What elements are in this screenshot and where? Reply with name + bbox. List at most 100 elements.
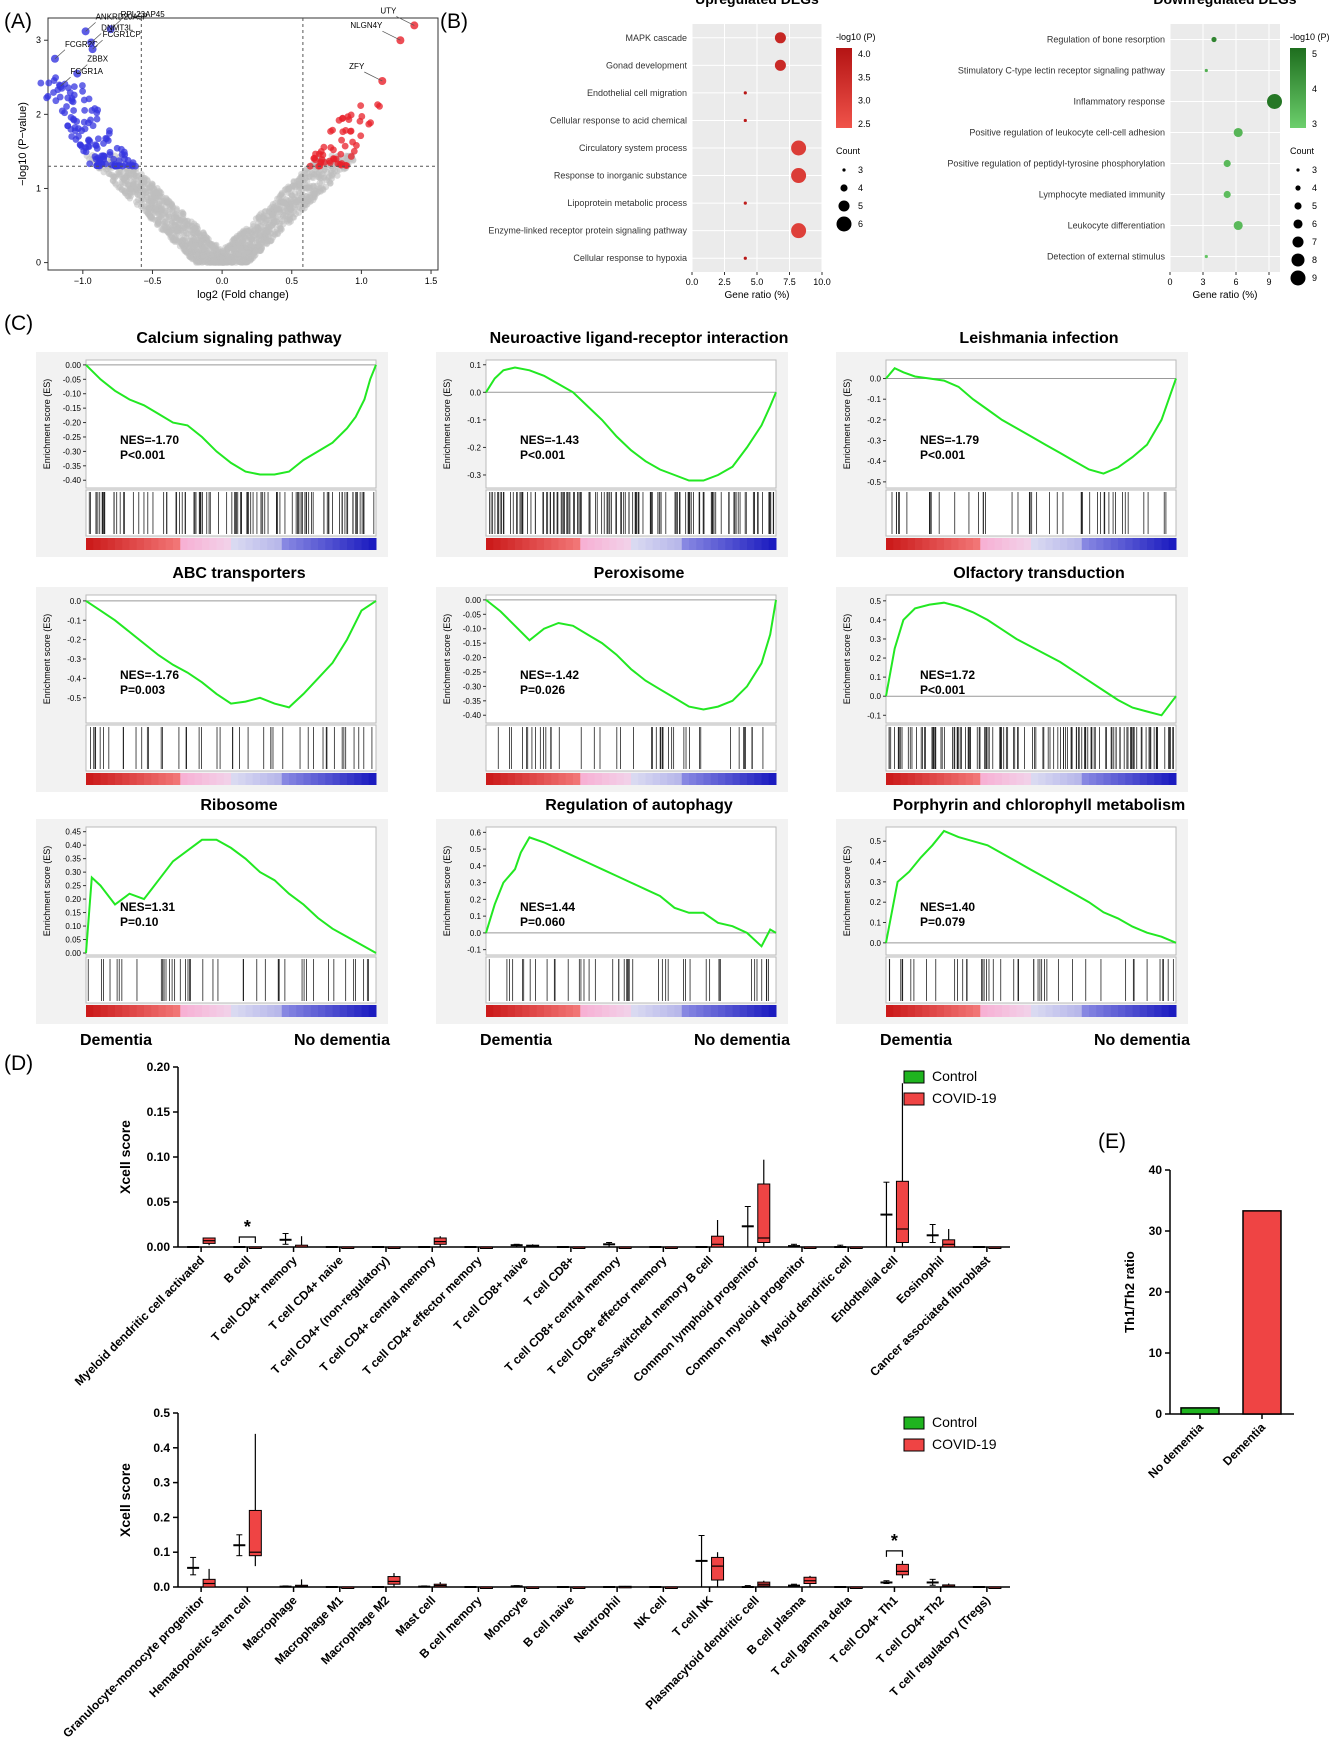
ns-point (155, 213, 163, 221)
legend-control-swatch (903, 1416, 925, 1430)
ns-point (138, 174, 145, 182)
es-plot-area (85, 359, 377, 489)
down-point (124, 157, 132, 164)
rank-bar-segment (951, 773, 959, 785)
y-tick-label: 0.0 (70, 597, 82, 606)
rank-bar-segment (303, 1005, 312, 1017)
rank-bar-segment (631, 1005, 639, 1017)
rank-bar-segment (1052, 773, 1061, 785)
y-tick-label: -0.2 (467, 443, 481, 452)
rank-bar-segment (573, 538, 581, 550)
rank-bar-segment (296, 773, 304, 785)
up-point (338, 136, 345, 144)
down-point (85, 95, 93, 103)
y-tick-label: 0.0 (470, 388, 482, 397)
th-ratio-chart: 0 10 20 30 40 Th1/Th2 ratio No dementia Dementi… (1122, 1163, 1294, 1481)
gsea-plot: ABC transporters 0.0 -0.1 -0.2 -0.3 -0.4 -0.5 N… (36, 565, 388, 792)
down-point (77, 141, 84, 149)
gene-label: ANKRD20A5P (96, 12, 148, 21)
rank-bar-segment (907, 1005, 916, 1017)
enrichment-dot (1211, 36, 1217, 43)
color-legend-tick: 2.5 (858, 119, 871, 129)
nes-value: NES=-1.76 (120, 668, 179, 682)
enrichment-dot (1223, 190, 1231, 199)
rank-bar-segment (616, 773, 625, 785)
up-point (330, 146, 337, 154)
gene-label: FCGR2C (65, 40, 98, 49)
rank-bar-segment (165, 1005, 174, 1017)
rank-bar-segment (1168, 773, 1177, 785)
es-plot-area (85, 826, 377, 956)
rank-bar-segment (703, 1005, 712, 1017)
rank-bar-segment (86, 1005, 94, 1017)
rank-bar-segment (187, 538, 196, 550)
x-axis-label: Gene ratio (%) (1192, 290, 1257, 301)
hit-panel (885, 956, 1177, 1004)
color-legend-tick: 5 (1312, 49, 1317, 59)
y-tick-label: 1 (36, 183, 41, 193)
gene-label: ZFY (349, 62, 365, 71)
rank-bar-segment (987, 538, 996, 550)
gene-leader-line (77, 64, 88, 74)
rank-bar-segment (936, 773, 945, 785)
rank-bar-segment (1125, 1005, 1133, 1017)
category-label: Circulatory system process (579, 143, 688, 153)
ns-point (269, 211, 276, 218)
size-legend-dot (1291, 253, 1305, 267)
rank-bar-segment (267, 773, 275, 785)
rank-bar-segment (515, 773, 523, 785)
enrichment-dot (774, 59, 786, 71)
rank-bar-segment (332, 1005, 341, 1017)
rank-bar-segment (747, 1005, 755, 1017)
rank-bar-segment (536, 1005, 545, 1017)
down-point (110, 155, 118, 163)
rank-bar-segment (144, 773, 152, 785)
rank-bar-segment (238, 1005, 246, 1017)
y-tick-label: 0.15 (65, 909, 81, 918)
rank-bar-segment (718, 538, 726, 550)
rank-bar-segment (529, 1005, 538, 1017)
ns-point (241, 230, 248, 237)
rank-bar-segment (1118, 538, 1126, 550)
rank-bar-segment (922, 773, 930, 785)
rank-bar-segment (260, 773, 268, 785)
ns-point (328, 167, 335, 174)
enrichment-dot (1204, 254, 1208, 259)
y-tick-label: 0.3 (470, 879, 482, 888)
rank-bar-segment (565, 1005, 574, 1017)
category-label: Dementia (1220, 1420, 1268, 1468)
x-tick-label: 9 (1266, 277, 1271, 287)
ns-point (257, 240, 264, 248)
y-tick-label: 0.40 (65, 841, 81, 850)
gsea-plot: Calcium signaling pathway 0.00 -0.05 -0.10 -… (36, 330, 388, 557)
rank-bar-segment (681, 1005, 690, 1017)
y-tick-label: 0.0 (870, 692, 882, 701)
rank-bar-segment (493, 773, 501, 785)
ratio-bar (1242, 1210, 1282, 1415)
rank-bar-segment (325, 1005, 333, 1017)
rank-bar-segment (1147, 538, 1155, 550)
y-tick-label: -0.4 (867, 457, 881, 466)
y-tick-label: 0.2 (470, 895, 482, 904)
rank-bar-segment (747, 538, 755, 550)
rank-bar-segment (86, 538, 94, 550)
rank-bar-segment (922, 1005, 930, 1017)
rank-bar-segment (958, 538, 967, 550)
x-label-no-dementia: No dementia (1094, 1032, 1190, 1049)
down-point (87, 116, 94, 124)
rank-bar-segment (245, 1005, 254, 1017)
up-point (306, 162, 314, 170)
rank-bar-segment (325, 773, 333, 785)
rank-bar-segment (994, 538, 1003, 550)
up-point (319, 151, 327, 159)
rank-bar-segment (1031, 773, 1039, 785)
rank-bar-segment (1052, 538, 1061, 550)
size-legend-label: 9 (1312, 273, 1317, 283)
down-point (118, 151, 126, 158)
y-tick-label: -0.30 (463, 682, 482, 691)
category-label: Leukocyte differentiation (1068, 221, 1165, 231)
category-label: Inflammatory response (1073, 97, 1165, 107)
rank-bar-segment (944, 538, 952, 550)
enrichment-dot (791, 140, 807, 156)
